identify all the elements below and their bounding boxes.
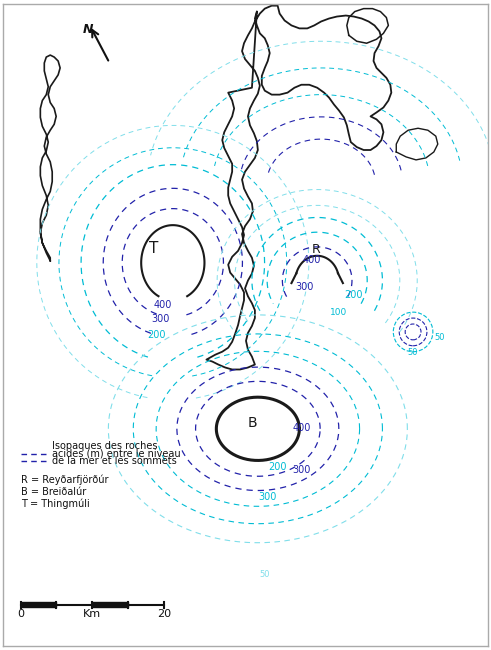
Text: 50: 50 <box>408 348 418 357</box>
Text: 300: 300 <box>295 282 314 293</box>
Text: 50: 50 <box>435 333 445 342</box>
Text: 400: 400 <box>292 422 310 433</box>
Text: R = Reyðarfjörðúr: R = Reyðarfjörðúr <box>21 474 108 485</box>
Text: N: N <box>82 23 93 36</box>
Text: 300: 300 <box>259 492 277 502</box>
Text: 300: 300 <box>152 314 170 324</box>
Text: R: R <box>312 243 321 256</box>
Text: 0: 0 <box>17 608 24 619</box>
Text: Km: Km <box>83 608 101 619</box>
Text: 200: 200 <box>269 462 287 473</box>
Text: 300: 300 <box>292 465 310 475</box>
Text: 200: 200 <box>345 291 363 300</box>
Text: 400: 400 <box>154 300 172 310</box>
Text: 100: 100 <box>330 308 348 317</box>
Text: Isopaques des roches: Isopaques des roches <box>52 441 158 450</box>
Text: 200: 200 <box>147 330 165 340</box>
Text: acides (m) entre le niveau: acides (m) entre le niveau <box>52 448 181 458</box>
Text: T = Thingmúli: T = Thingmúli <box>21 499 89 509</box>
Text: de la mer et les sommets: de la mer et les sommets <box>52 456 177 467</box>
Text: 50: 50 <box>260 570 270 579</box>
Text: 400: 400 <box>303 255 322 265</box>
Text: 20: 20 <box>157 608 171 619</box>
Text: B = Breiðalúr: B = Breiðalúr <box>21 487 86 497</box>
Text: B: B <box>248 416 258 430</box>
Text: T: T <box>149 241 159 256</box>
